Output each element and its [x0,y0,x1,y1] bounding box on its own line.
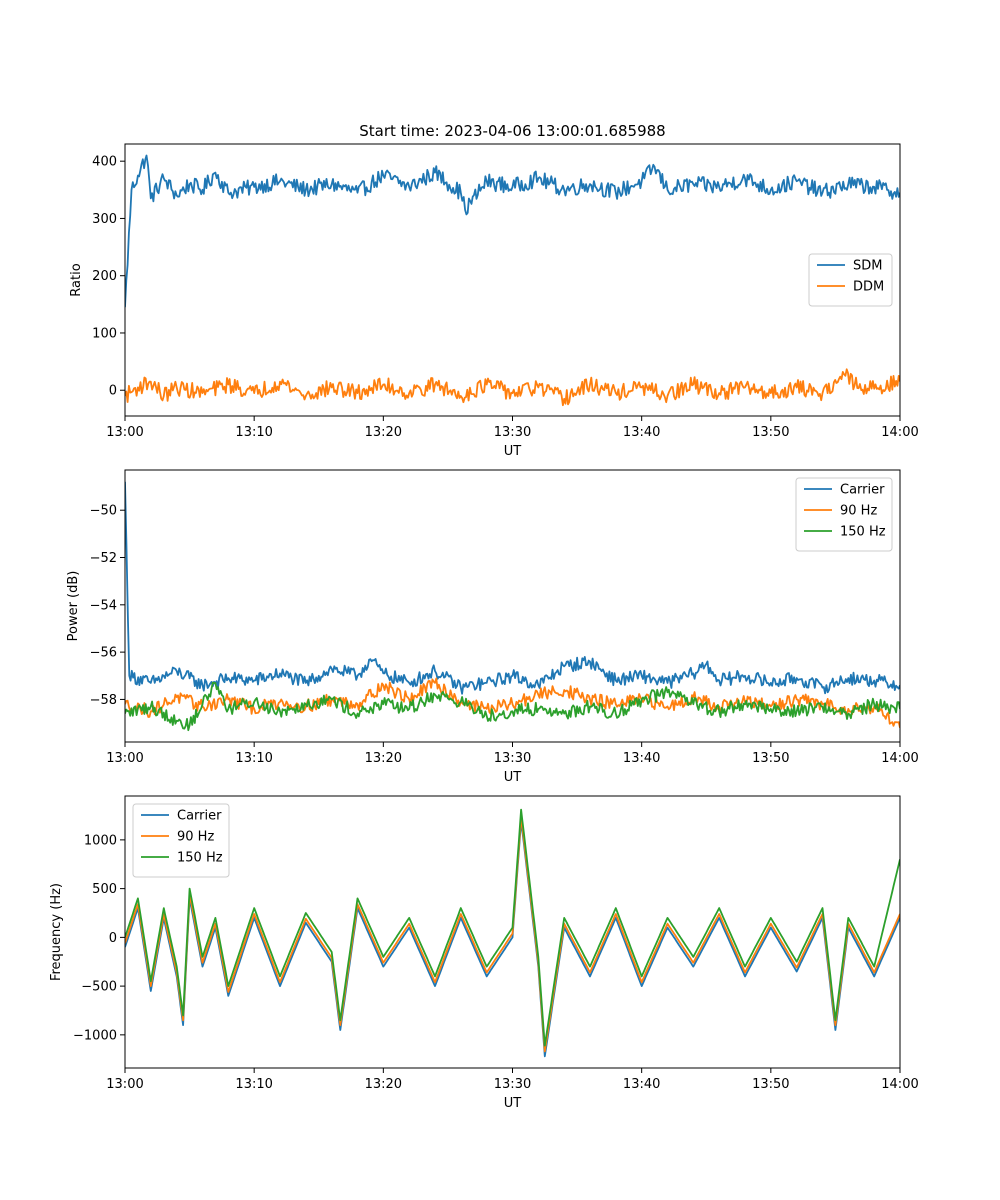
y-tick-label: −54 [90,598,117,613]
x-tick-label: 13:30 [494,751,531,766]
x-tick-label: 13:00 [106,751,143,766]
x-axis-label: UT [504,770,522,785]
y-tick-label: 0 [109,384,117,399]
y-tick-label: 400 [92,155,117,170]
series-line-90-hz [125,815,900,1053]
x-tick-label: 13:30 [494,1077,531,1092]
x-tick-label: 13:50 [752,1077,789,1092]
y-axis-label: Ratio [69,263,84,296]
x-tick-label: 13:00 [106,1077,143,1092]
legend: SDM DDM [808,253,893,307]
x-tick-label: 14:00 [881,1077,918,1092]
legend-label: 90 Hz [840,504,877,519]
legend: Carrier 90 Hz 150 Hz [132,803,230,878]
series-line-150-hz [125,681,900,732]
y-tick-label: −56 [90,646,117,661]
y-axis-label: Frequency (Hz) [49,883,64,981]
y-tick-label: 0 [109,931,117,946]
panels: 13:00 13:10 13:20 13:30 13:40 13:50 14:00 0 100 2… [49,143,919,1111]
series-line-90-hz [125,677,900,729]
y-tick-label: −52 [90,551,117,566]
x-tick-label: 13:40 [623,751,660,766]
legend-frame [808,253,893,307]
y-tick-label: 100 [92,326,117,341]
legend: Carrier 90 Hz 150 Hz [795,477,893,552]
x-tick-label: 13:20 [365,1077,402,1092]
legend-label: 150 Hz [840,525,886,540]
chart-panel-3: 13:00 13:10 13:20 13:30 13:40 13:50 14:00 −1000… [49,795,919,1111]
y-tick-label: 300 [92,212,117,227]
series-line-carrier [125,481,900,695]
legend-label: SDM [853,259,882,274]
x-tick-label: 13:20 [365,751,402,766]
x-tick-label: 13:40 [623,1077,660,1092]
y-tick-label: 500 [92,882,117,897]
x-tick-label: 13:10 [235,751,272,766]
legend-label: Carrier [177,809,222,824]
y-tick-label: −1000 [73,1028,117,1043]
series-line-carrier [125,819,900,1058]
x-tick-label: 13:40 [623,425,660,440]
x-axis-label: UT [504,444,522,459]
y-tick-label: −50 [90,504,117,519]
x-tick-label: 13:50 [752,425,789,440]
legend-label: 150 Hz [177,851,223,866]
series-line-sdm [125,154,900,308]
x-tick-label: 13:30 [494,425,531,440]
legend-frame [795,477,893,552]
legend-frame [132,803,230,878]
y-tick-label: −58 [90,693,117,708]
x-tick-label: 13:20 [365,425,402,440]
y-tick-label: 1000 [84,833,117,848]
series-line-ddm [125,368,900,407]
x-tick-label: 13:10 [235,425,272,440]
series-line-150-hz [125,808,900,1047]
x-tick-label: 14:00 [881,425,918,440]
chart-panel-1: 13:00 13:10 13:20 13:30 13:40 13:50 14:00 0 100 2… [69,143,919,459]
y-tick-label: 200 [92,269,117,284]
legend-label: Carrier [840,483,885,498]
x-tick-label: 13:00 [106,425,143,440]
chart-panel-2: 13:00 13:10 13:20 13:30 13:40 13:50 14:00 −58 −5… [66,469,919,785]
x-tick-label: 13:50 [752,751,789,766]
y-axis-label: Power (dB) [66,571,81,642]
figure-title: Start time: 2023-04-06 13:00:01.685988 [359,122,665,140]
x-tick-label: 13:10 [235,1077,272,1092]
x-tick-label: 14:00 [881,751,918,766]
x-axis-label: UT [504,1096,522,1111]
legend-label: DDM [853,280,884,295]
legend-label: 90 Hz [177,830,214,845]
y-tick-label: −500 [81,980,117,995]
